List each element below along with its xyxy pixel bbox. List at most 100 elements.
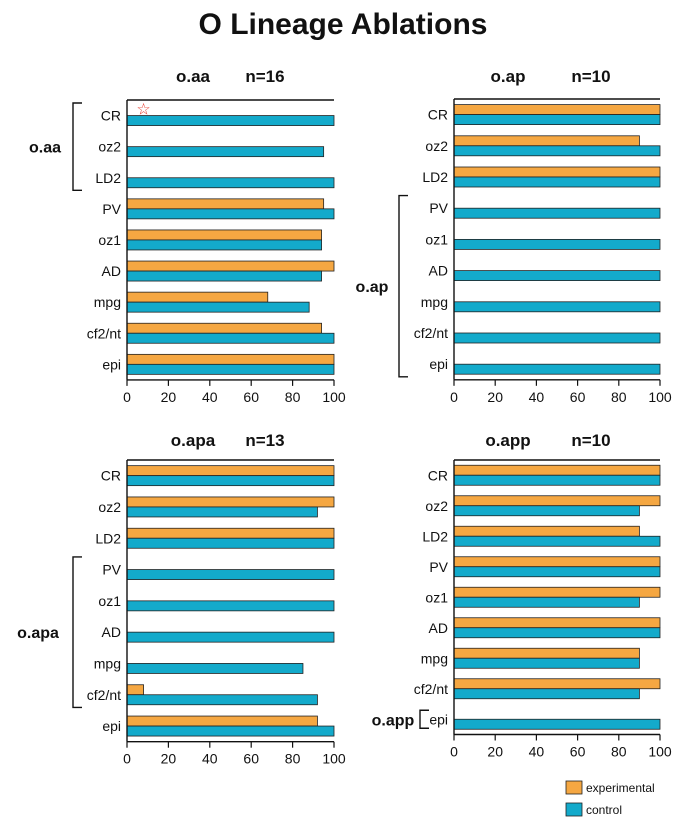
- bar-experimental: [126, 198, 325, 210]
- bar-experimental: [126, 291, 269, 303]
- bar-experimental: [453, 135, 640, 147]
- x-tick-label: 80: [285, 751, 301, 767]
- bar-experimental: [126, 465, 335, 477]
- bar-control: [126, 239, 322, 251]
- lineage-bracket: [419, 709, 429, 729]
- bar-experimental: [126, 715, 318, 727]
- bar-experimental: [453, 586, 661, 598]
- category-label: PV: [102, 562, 121, 578]
- panel-n-label: n=16: [245, 67, 284, 86]
- x-tick-label: 40: [202, 389, 218, 405]
- chart-panel-o-aa: o.aa n=16 CR oz2 LD2 PV oz1 AD mpg cf2/nt epi 0 20 40…: [29, 67, 346, 405]
- x-tick-label: 20: [161, 389, 177, 405]
- bar-control: [453, 238, 661, 250]
- bar-control: [126, 537, 335, 549]
- category-label: CR: [101, 468, 121, 484]
- bar-experimental: [453, 678, 661, 690]
- panel-title: o.app: [485, 431, 530, 450]
- bar-control: [126, 694, 318, 706]
- x-tick-label: 100: [322, 751, 346, 767]
- panel-title: o.apa: [171, 431, 216, 450]
- chart-panels: o.aa n=16 CR oz2 LD2 PV oz1 AD mpg cf2/nt epi 0 20 40…: [17, 67, 672, 767]
- category-label: oz1: [425, 589, 448, 605]
- category-label: mpg: [94, 655, 121, 671]
- panel-title: o.aa: [176, 67, 211, 86]
- x-tick-label: 80: [611, 389, 627, 405]
- bar-control: [126, 363, 335, 375]
- chart-panel-o-apa: o.apa n=13 CR oz2 LD2 PV oz1 AD mpg cf2/nt epi 0 20 4…: [17, 431, 346, 767]
- bar-control: [126, 569, 335, 580]
- bar-control: [126, 475, 335, 487]
- x-tick-label: 20: [487, 744, 503, 760]
- category-label: AD: [429, 263, 448, 279]
- category-label: oz1: [425, 231, 448, 247]
- category-label: oz1: [98, 593, 121, 609]
- category-label: CR: [428, 107, 448, 123]
- bar-experimental: [453, 617, 661, 629]
- category-label: cf2/nt: [414, 325, 448, 341]
- lineage-bracket: [72, 102, 82, 191]
- x-tick-label: 40: [202, 751, 218, 767]
- category-label: mpg: [421, 650, 448, 666]
- bar-experimental: [453, 647, 640, 659]
- bar-control: [126, 663, 304, 674]
- bar-control: [126, 725, 335, 737]
- x-tick-label: 20: [161, 751, 177, 767]
- figure-title: O Lineage Ablations: [199, 8, 488, 41]
- panel-n-label: n=10: [571, 67, 610, 86]
- category-label: mpg: [94, 294, 121, 310]
- bar-control: [126, 208, 335, 220]
- bar-control: [126, 600, 335, 612]
- x-tick-label: 0: [450, 744, 458, 760]
- x-tick-label: 60: [570, 389, 586, 405]
- lineage-bracket-label: o.aa: [29, 140, 61, 157]
- panel-n-label: n=10: [571, 431, 610, 450]
- bar-experimental: [126, 496, 335, 508]
- x-tick-label: 60: [570, 744, 586, 760]
- bar-control: [453, 474, 661, 486]
- bar-control: [126, 631, 335, 643]
- legend: experimental control: [565, 780, 655, 817]
- bar-experimental: [453, 166, 661, 178]
- panel-n-label: n=13: [245, 431, 284, 450]
- category-label: cf2/nt: [87, 687, 121, 703]
- category-label: oz2: [98, 139, 121, 155]
- category-label: epi: [429, 356, 448, 372]
- x-tick-label: 0: [450, 389, 458, 405]
- category-label: AD: [429, 620, 448, 636]
- bar-control: [126, 332, 335, 344]
- bar-control: [453, 114, 661, 125]
- bar-control: [126, 301, 310, 313]
- category-label: oz2: [98, 499, 121, 515]
- category-label: PV: [429, 559, 448, 575]
- bar-control: [126, 115, 335, 126]
- legend-swatch-control: [565, 802, 583, 817]
- category-label: oz2: [425, 138, 448, 154]
- category-label: CR: [428, 467, 448, 483]
- category-label: PV: [102, 201, 121, 217]
- x-tick-label: 40: [529, 744, 545, 760]
- category-label: PV: [429, 200, 448, 216]
- bar-experimental: [126, 353, 335, 365]
- bar-control: [453, 535, 661, 547]
- bar-control: [453, 596, 640, 608]
- bar-control: [453, 566, 661, 578]
- x-tick-label: 0: [123, 751, 131, 767]
- category-label: oz2: [425, 498, 448, 514]
- bar-control: [453, 505, 640, 517]
- bar-experimental: [126, 229, 322, 241]
- bar-control: [453, 176, 661, 188]
- x-tick-label: 100: [322, 389, 346, 405]
- lineage-bracket-label: o.ap: [356, 279, 389, 296]
- bar-experimental: [126, 322, 322, 334]
- bar-experimental: [453, 556, 661, 568]
- bar-experimental: [453, 495, 661, 507]
- legend-label-experimental: experimental: [586, 781, 655, 795]
- x-tick-label: 40: [529, 389, 545, 405]
- x-tick-label: 100: [648, 389, 672, 405]
- category-label: oz1: [98, 232, 121, 248]
- bar-control: [126, 270, 322, 282]
- category-label: LD2: [95, 530, 121, 546]
- lineage-bracket: [398, 194, 408, 378]
- legend-swatch-experimental: [565, 780, 583, 795]
